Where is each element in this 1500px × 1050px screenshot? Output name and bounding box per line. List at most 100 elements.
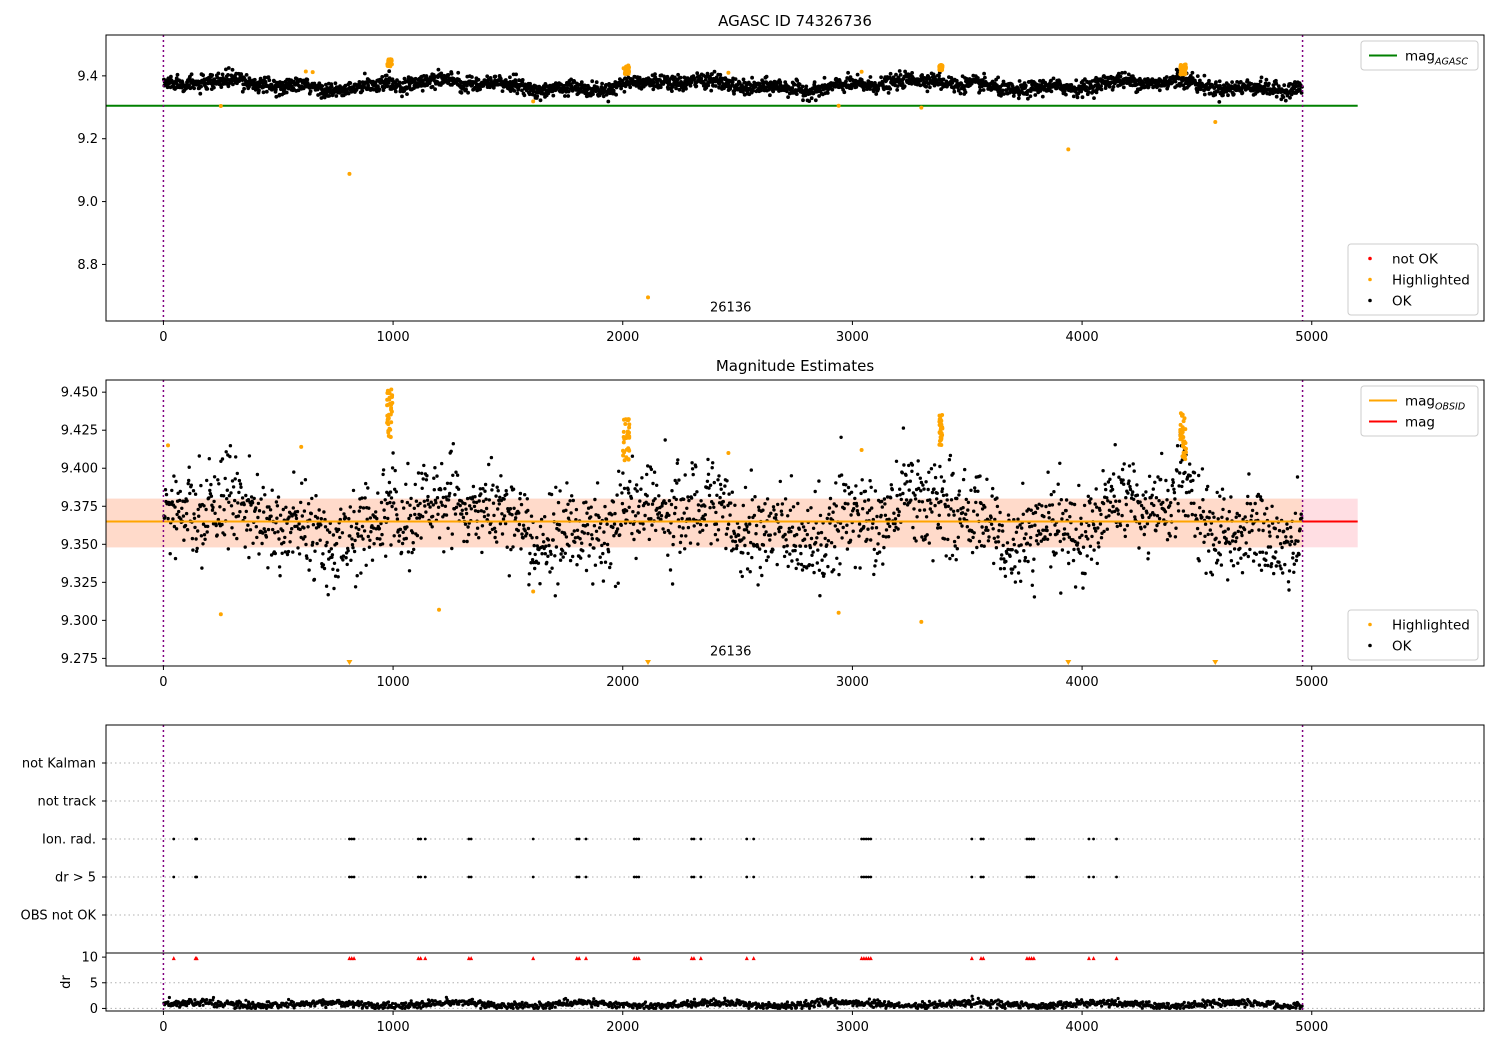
ok-point: [842, 90, 847, 95]
ok-point: [266, 75, 271, 79]
ok-point: [1202, 92, 1207, 97]
ok-point: [826, 564, 830, 569]
ok-point: [620, 491, 624, 495]
ok-point: [280, 551, 284, 555]
ok-point: [406, 550, 411, 554]
ok-point: [1057, 502, 1061, 506]
legend-dot-swatch: [1368, 298, 1372, 303]
ok-point: [1120, 513, 1124, 518]
ok-point: [453, 493, 457, 497]
ok-point: [558, 489, 562, 493]
ok-point: [862, 524, 866, 529]
ok-point: [949, 498, 954, 502]
ok-point: [1060, 548, 1065, 552]
ok-point: [181, 514, 186, 518]
ok-point: [1084, 85, 1089, 89]
ok-point: [1111, 472, 1116, 476]
ok-point: [816, 531, 821, 535]
ok-point: [511, 487, 516, 491]
ok-point: [985, 477, 989, 481]
ok-point: [408, 503, 412, 507]
ok-point: [545, 560, 549, 565]
ok-point: [757, 505, 761, 509]
ok-point: [200, 566, 204, 570]
ok-point: [1043, 535, 1047, 539]
ok-point: [1107, 514, 1111, 518]
ok-point: [1062, 527, 1067, 531]
ok-point: [870, 506, 874, 510]
ok-point: [1228, 541, 1232, 546]
ok-point: [627, 491, 631, 495]
ok-point: [174, 479, 178, 484]
highlighted-point: [625, 69, 630, 74]
ok-point: [1146, 551, 1151, 555]
ok-point: [476, 509, 480, 514]
ok-point: [591, 92, 595, 96]
ok-point: [685, 506, 689, 510]
y-tick-label: 9.0: [77, 195, 98, 210]
ok-point: [895, 84, 900, 88]
ok-point: [535, 94, 540, 98]
ok-point: [684, 86, 688, 91]
ok-point: [686, 525, 691, 530]
ok-point: [939, 475, 944, 479]
ok-point: [1171, 480, 1176, 485]
ok-point: [1151, 487, 1156, 491]
ok-point: [528, 551, 532, 556]
ok-point: [319, 517, 323, 521]
ok-point: [377, 87, 382, 92]
ok-point: [460, 512, 464, 516]
ok-point: [750, 498, 754, 502]
ok-point: [397, 80, 402, 85]
ok-point: [806, 508, 810, 513]
ok-point: [1022, 549, 1026, 553]
x-tick-label: 5000: [1295, 330, 1328, 345]
ok-point: [1076, 547, 1080, 551]
ok-point: [1216, 558, 1220, 562]
ok-point: [439, 500, 443, 504]
ok-point: [1229, 495, 1233, 499]
ok-point: [1238, 525, 1243, 529]
ok-point: [1173, 79, 1178, 84]
ok-point: [566, 502, 570, 506]
ok-point: [1146, 557, 1150, 561]
ok-point: [384, 554, 388, 558]
ok-point: [414, 499, 419, 503]
ok-point: [870, 526, 874, 530]
ok-point: [606, 99, 611, 104]
ok-point: [954, 558, 958, 562]
ok-point: [412, 506, 416, 510]
ok-point: [604, 83, 609, 87]
ok-point: [978, 474, 982, 478]
ok-point: [925, 89, 930, 94]
ok-point: [593, 563, 598, 567]
ok-point: [1086, 494, 1091, 498]
ok-point: [680, 516, 684, 521]
ok-point: [328, 530, 332, 534]
ok-point: [1143, 497, 1148, 501]
ok-point: [1127, 464, 1132, 468]
ok-point: [401, 530, 405, 534]
ok-point: [838, 562, 842, 566]
ok-point: [575, 563, 579, 567]
ok-point: [1071, 558, 1076, 563]
ok-point: [783, 497, 788, 501]
ok-point: [812, 570, 816, 575]
ok-point: [826, 539, 831, 543]
ok-point: [617, 469, 621, 473]
ok-point: [314, 494, 318, 498]
ok-point: [512, 506, 516, 510]
ok-point: [165, 85, 170, 90]
ok-point: [1259, 75, 1264, 80]
ok-point: [239, 485, 243, 489]
ok-point: [387, 493, 391, 497]
ok-point: [1116, 508, 1120, 512]
ok-point: [1052, 490, 1056, 494]
ok-point: [1033, 510, 1038, 515]
ok-point: [363, 496, 367, 500]
ok-point: [1090, 509, 1095, 513]
ok-point: [212, 85, 216, 90]
ok-point: [706, 472, 711, 476]
ok-point: [780, 502, 785, 506]
ok-point: [950, 553, 955, 558]
